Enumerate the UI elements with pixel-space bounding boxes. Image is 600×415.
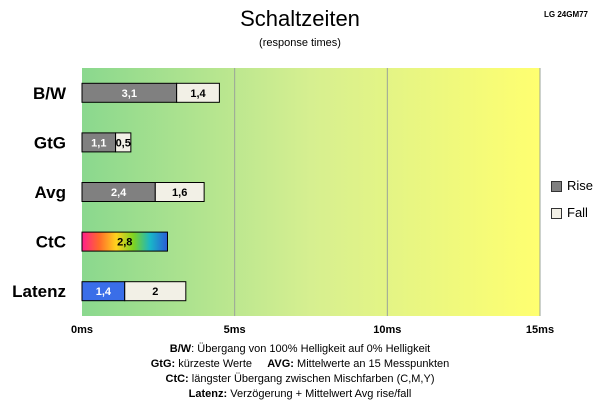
legend-swatch-rise xyxy=(551,181,562,193)
bar-label-rise: 1,1 xyxy=(91,137,106,149)
bar-fall xyxy=(124,281,187,302)
chart-notes: B/W: Übergang von 100% Helligkeit auf 0%… xyxy=(0,342,600,402)
legend-swatch-fall xyxy=(551,208,562,220)
category-label: GtG xyxy=(34,133,66,152)
category-label: B/W xyxy=(33,84,67,103)
bar-fall xyxy=(154,182,205,202)
bar-label-fall: 1,4 xyxy=(190,88,206,100)
legend-item-rise: Rise xyxy=(551,178,593,193)
bar-label-rise: 3,1 xyxy=(122,88,137,100)
legend-label-fall: Fall xyxy=(567,205,588,220)
bar-label-rise: 2,4 xyxy=(111,187,127,199)
bar-label-fall: 2 xyxy=(152,286,158,298)
legend-label-rise: Rise xyxy=(567,178,594,193)
bar-label-rise: 1,4 xyxy=(96,286,112,298)
chart-title: Schaltzeiten xyxy=(240,6,360,31)
category-label: Latenz xyxy=(12,282,66,301)
legend-item-fall: Fall xyxy=(551,205,588,220)
monitor-model: LG 24GM77 xyxy=(543,10,588,19)
chart-subtitle: (response times) xyxy=(259,37,341,49)
bar-fall xyxy=(176,82,220,103)
x-tick-label: 5ms xyxy=(224,324,246,336)
bar-label-fall: 0,5 xyxy=(116,137,131,149)
note-ctc: CtC: längster Übergang zwischen Mischfar… xyxy=(165,373,435,385)
note-latenz: Latenz: Verzögerung + Mittelwert Avg ris… xyxy=(188,388,412,400)
x-tick-label: 10ms xyxy=(373,324,401,336)
x-tick-label: 15ms xyxy=(526,324,554,336)
x-tick-label: 0ms xyxy=(71,324,93,336)
bar-rise xyxy=(81,231,168,252)
bar-label-rise: 2,8 xyxy=(117,237,132,249)
response-time-chart: 3,1 1,4 1,1 0,5 2,4 1,6 2,8 1,4 2 B/W GtG Avg CtC La… xyxy=(12,68,554,336)
note-gtg-avg: GtG: kürzeste Werte AVG: Mittelwerte an … xyxy=(150,358,450,370)
bar-label-fall: 1,6 xyxy=(172,187,187,199)
category-label: CtC xyxy=(36,233,66,252)
note-bw: B/W: Übergang von 100% Helligkeit auf 0%… xyxy=(169,343,431,355)
category-label: Avg xyxy=(35,183,67,202)
bar-fall xyxy=(115,132,132,153)
